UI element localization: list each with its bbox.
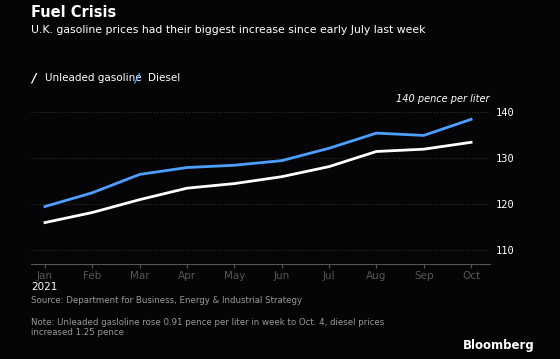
Text: U.K. gasoline prices had their biggest increase since early July last week: U.K. gasoline prices had their biggest i… [31, 25, 425, 35]
Text: Diesel: Diesel [148, 73, 181, 83]
Text: Note: Unleaded gasloline rose 0.91 pence per liter in week to Oct. 4, diesel pri: Note: Unleaded gasloline rose 0.91 pence… [31, 318, 384, 337]
Text: 2021: 2021 [31, 282, 57, 292]
Text: Unleaded gasoline: Unleaded gasoline [45, 73, 142, 83]
Text: /: / [31, 72, 35, 85]
Text: Source: Department for Business, Energy & Industrial Strategy: Source: Department for Business, Energy … [31, 296, 302, 305]
Text: Fuel Crisis: Fuel Crisis [31, 5, 116, 20]
Text: 140 pence per liter: 140 pence per liter [396, 94, 490, 104]
Text: /: / [134, 72, 139, 85]
Text: Bloomberg: Bloomberg [463, 339, 535, 352]
